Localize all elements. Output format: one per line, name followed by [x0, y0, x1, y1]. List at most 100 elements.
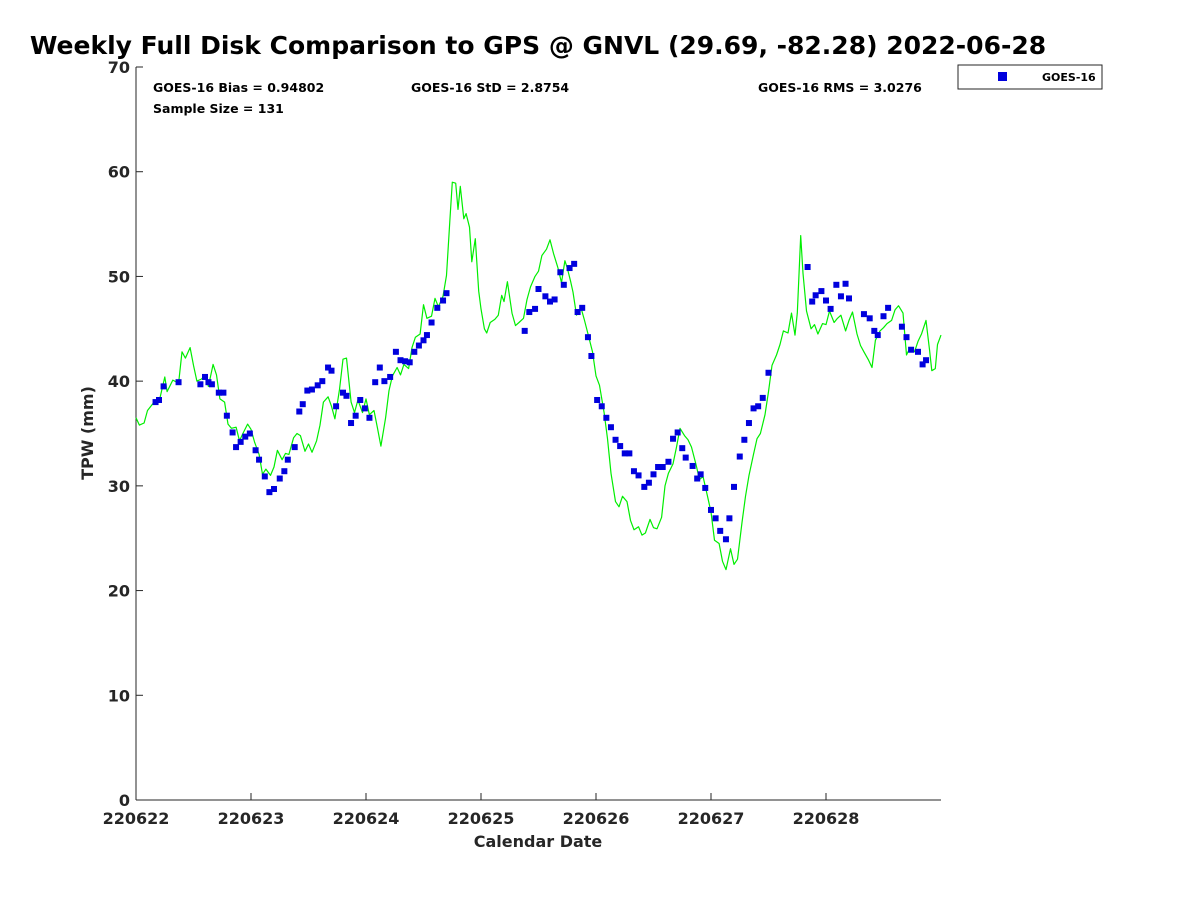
data-point: [304, 387, 311, 394]
data-point: [750, 405, 757, 412]
data-point: [682, 454, 689, 461]
data-point: [697, 471, 704, 478]
bias-stat: GOES-16 Bias = 0.94802: [153, 80, 324, 95]
data-point: [223, 412, 230, 419]
data-point: [152, 399, 159, 406]
data-point: [551, 296, 558, 303]
data-point: [560, 281, 567, 288]
data-point: [833, 281, 840, 288]
data-point: [291, 444, 298, 451]
y-tick-label: 10: [108, 686, 130, 705]
data-point: [237, 438, 244, 445]
data-point: [532, 305, 539, 312]
data-point: [641, 483, 648, 490]
data-point: [809, 298, 816, 305]
data-point: [340, 389, 346, 396]
data-point: [689, 462, 696, 469]
data-point: [392, 348, 399, 355]
data-point: [366, 414, 373, 421]
data-point: [261, 473, 268, 480]
legend-box: [957, 64, 1103, 90]
data-point: [759, 394, 766, 401]
data-point: [674, 429, 681, 436]
data-point: [406, 359, 413, 366]
data-point: [557, 269, 564, 276]
data-point: [736, 453, 743, 460]
data-point: [898, 323, 905, 330]
legend-label: GOES-16: [1042, 71, 1096, 84]
data-point: [256, 456, 263, 463]
data-point: [694, 475, 701, 482]
data-point: [659, 464, 666, 471]
data-point: [584, 334, 591, 341]
data-point: [812, 292, 819, 299]
data-point: [712, 515, 719, 522]
data-point: [765, 369, 772, 376]
data-point: [348, 420, 355, 427]
x-tick-label: 220628: [793, 809, 860, 828]
data-point: [755, 403, 762, 410]
data-point: [574, 309, 581, 316]
data-point: [205, 379, 212, 386]
data-point: [621, 450, 628, 457]
y-axis-label: TPW (mm): [78, 386, 97, 480]
data-point: [919, 361, 926, 368]
data-point: [271, 485, 277, 492]
data-point: [670, 435, 677, 442]
data-point: [722, 536, 729, 543]
data-point: [717, 527, 724, 534]
data-point: [827, 305, 834, 312]
data-point: [521, 327, 528, 334]
data-point: [428, 319, 435, 326]
data-point: [915, 348, 921, 355]
data-point: [229, 429, 236, 436]
data-point: [333, 403, 340, 410]
data-point: [885, 304, 892, 311]
chart-title: Weekly Full Disk Comparison to GPS @ GNV…: [30, 31, 1046, 60]
data-point: [343, 392, 350, 399]
data-point: [726, 515, 733, 522]
data-point: [387, 373, 394, 380]
data-point: [402, 358, 409, 365]
x-tick-label: 220627: [678, 809, 745, 828]
x-tick-label: 220624: [333, 809, 400, 828]
data-point: [372, 379, 379, 386]
data-point: [376, 364, 383, 371]
data-point: [252, 447, 259, 454]
data-point: [319, 378, 326, 385]
y-tick-label: 20: [108, 582, 130, 601]
data-point: [299, 401, 306, 408]
y-tick-label: 70: [108, 58, 130, 77]
data-point: [607, 424, 614, 431]
data-point: [381, 378, 388, 385]
data-point: [650, 471, 657, 478]
data-point: [156, 396, 162, 403]
data-point: [804, 264, 811, 271]
data-point: [215, 389, 222, 396]
x-tick-label: 220622: [103, 809, 170, 828]
data-point: [923, 357, 930, 364]
data-point: [818, 288, 825, 295]
y-tick-label: 60: [108, 163, 130, 182]
data-point: [645, 479, 652, 486]
y-tick-label: 40: [108, 372, 130, 391]
data-point: [860, 311, 867, 318]
sample-size-stat: Sample Size = 131: [153, 101, 284, 116]
legend: GOES-16: [957, 64, 1103, 90]
std-stat: GOES-16 StD = 2.8754: [411, 80, 569, 95]
data-point: [208, 381, 215, 388]
data-point: [246, 430, 253, 437]
data-point: [598, 403, 605, 410]
legend-marker: [998, 72, 1007, 81]
data-point: [612, 436, 619, 443]
data-point: [708, 506, 714, 513]
data-point: [547, 298, 553, 305]
y-tick-label: 50: [108, 267, 130, 286]
data-point: [352, 412, 359, 419]
data-point: [420, 337, 427, 344]
data-point: [202, 373, 208, 380]
data-point: [361, 405, 368, 412]
data-point: [566, 265, 573, 272]
data-point: [308, 386, 315, 393]
